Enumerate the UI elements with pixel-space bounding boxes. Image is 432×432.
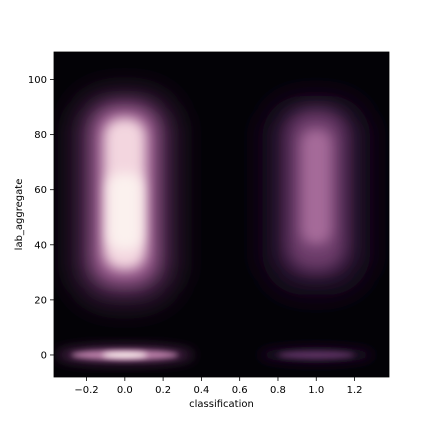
density-hotspot-class-0 [107,173,143,251]
x-tick-label: 0.4 [193,385,209,396]
x-tick-label: 1.2 [347,385,363,396]
plot-frame [53,51,390,378]
x-tick-label: 0.0 [117,385,133,396]
y-tick-label: 40 [34,240,47,251]
density-core-class-1 [300,129,332,245]
y-tick-label: 0 [41,350,47,361]
y-axis: 0 20 40 60 80 100 [28,75,54,361]
y-tick-label: 100 [28,75,47,86]
x-tick-label: −0.2 [74,385,98,396]
density-layer [55,90,374,364]
y-axis-label: lab_aggregate [14,179,25,251]
x-tick-label: 0.2 [155,385,171,396]
y-tick-label: 80 [34,130,47,141]
x-tick-label: 0.8 [270,385,286,396]
x-axis-label: classification [189,399,254,410]
x-tick-label: 0.6 [232,385,248,396]
y-tick-label: 20 [34,295,47,306]
density-band-core-class-0 [101,351,148,358]
density-band-class-1 [277,350,355,359]
x-axis: −0.2 0.0 0.2 0.4 0.6 0.8 1.0 1.2 [74,377,362,396]
x-tick-label: 1.0 [308,385,324,396]
y-tick-label: 60 [34,185,47,196]
